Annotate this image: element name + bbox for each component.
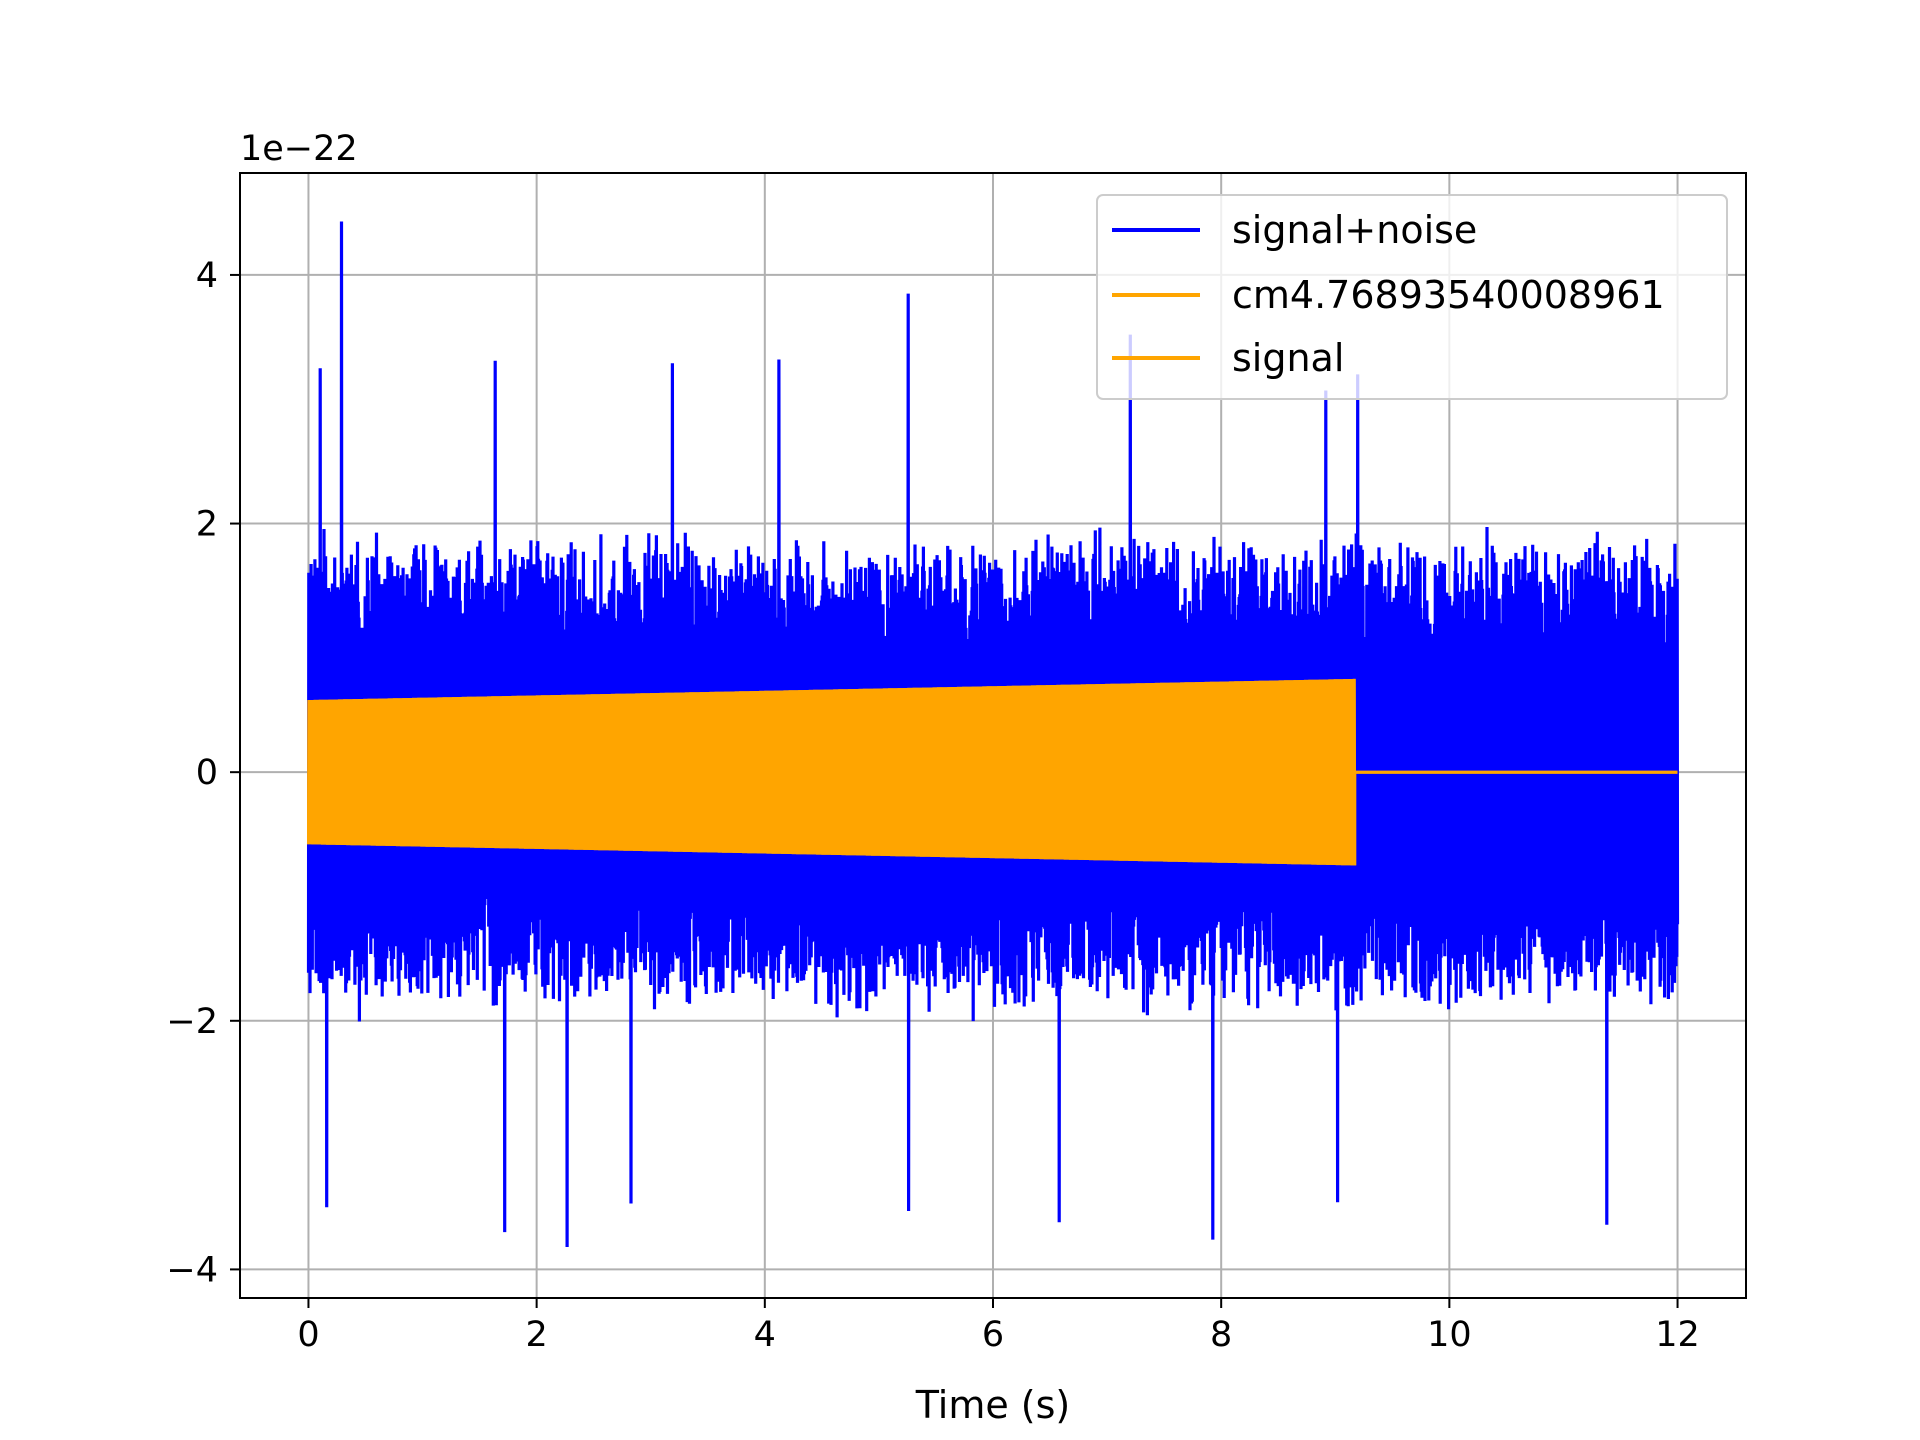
y-tick-label: 2 xyxy=(196,505,218,545)
series-layer xyxy=(306,221,1680,1248)
y-tick-label: 4 xyxy=(196,256,218,296)
x-tick-label: 12 xyxy=(1655,1315,1700,1355)
y-offset-label: 1e−22 xyxy=(240,129,358,169)
x-tick-label: 0 xyxy=(297,1315,319,1355)
series-signal-noise-line xyxy=(306,221,1680,1248)
y-tick-label: −4 xyxy=(166,1250,218,1290)
x-tick-label: 8 xyxy=(1210,1315,1232,1355)
series-signal-line xyxy=(307,678,1678,866)
x-axis-label: Time (s) xyxy=(915,1383,1071,1427)
x-tick-label: 10 xyxy=(1427,1315,1472,1355)
legend-label-signal: signal xyxy=(1232,336,1344,380)
y-tick-label: −2 xyxy=(166,1002,218,1042)
x-tick-label: 2 xyxy=(525,1315,547,1355)
ticks: 0 2 4 6 8 10 12 −4 −2 0 2 4 xyxy=(166,256,1699,1355)
legend: signal+noise cm4.76893540008961 signal xyxy=(1096,194,1728,400)
legend-label-signal-noise: signal+noise xyxy=(1232,208,1477,252)
y-tick-label: 0 xyxy=(196,753,218,793)
legend-box xyxy=(1096,194,1728,400)
legend-label-cm: cm4.76893540008961 xyxy=(1232,273,1665,317)
x-tick-label: 6 xyxy=(982,1315,1004,1355)
x-tick-label: 4 xyxy=(754,1315,776,1355)
